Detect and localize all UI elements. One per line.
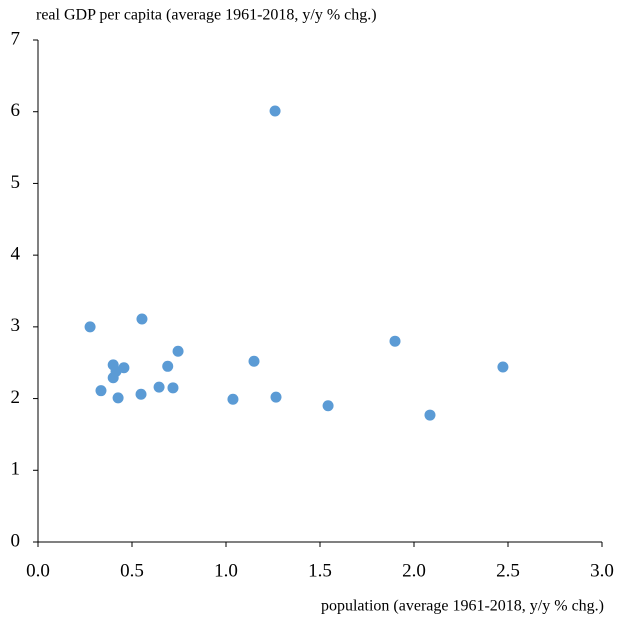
point — [162, 360, 174, 372]
point — [389, 335, 401, 347]
y-tick-label: 6 — [11, 100, 21, 121]
point — [95, 385, 107, 397]
point — [424, 409, 436, 421]
x-tick-label: 2.0 — [402, 560, 426, 581]
y-tick-label: 7 — [11, 28, 21, 49]
point — [269, 105, 281, 117]
point — [248, 355, 260, 367]
x-tick-label: 3.0 — [590, 560, 614, 581]
y-tick-label: 1 — [11, 459, 21, 480]
y-tick-label: 4 — [11, 244, 21, 265]
point — [112, 392, 124, 404]
point — [497, 361, 509, 373]
x-tick-label: 1.0 — [214, 560, 238, 581]
x-tick-label: 2.5 — [496, 560, 520, 581]
x-tick-label: 1.5 — [308, 560, 332, 581]
point — [110, 365, 122, 377]
point — [84, 321, 96, 333]
x-tick-label: 0.0 — [26, 560, 50, 581]
y-tick-label: 3 — [11, 315, 21, 336]
point — [322, 400, 334, 412]
y-tick-label: 2 — [11, 387, 21, 408]
y-axis-title: real GDP per capita (average 1961-2018, … — [36, 7, 377, 24]
point — [153, 381, 165, 393]
point — [227, 393, 239, 405]
point — [135, 388, 147, 400]
y-tick-label: 0 — [11, 530, 21, 551]
point — [270, 391, 282, 403]
point — [167, 382, 179, 394]
x-tick-label: 0.5 — [120, 560, 144, 581]
x-axis-title: population (average 1961-2018, y/y % chg… — [321, 598, 604, 615]
point — [136, 313, 148, 325]
point — [172, 345, 184, 357]
y-tick-label: 5 — [11, 172, 21, 193]
